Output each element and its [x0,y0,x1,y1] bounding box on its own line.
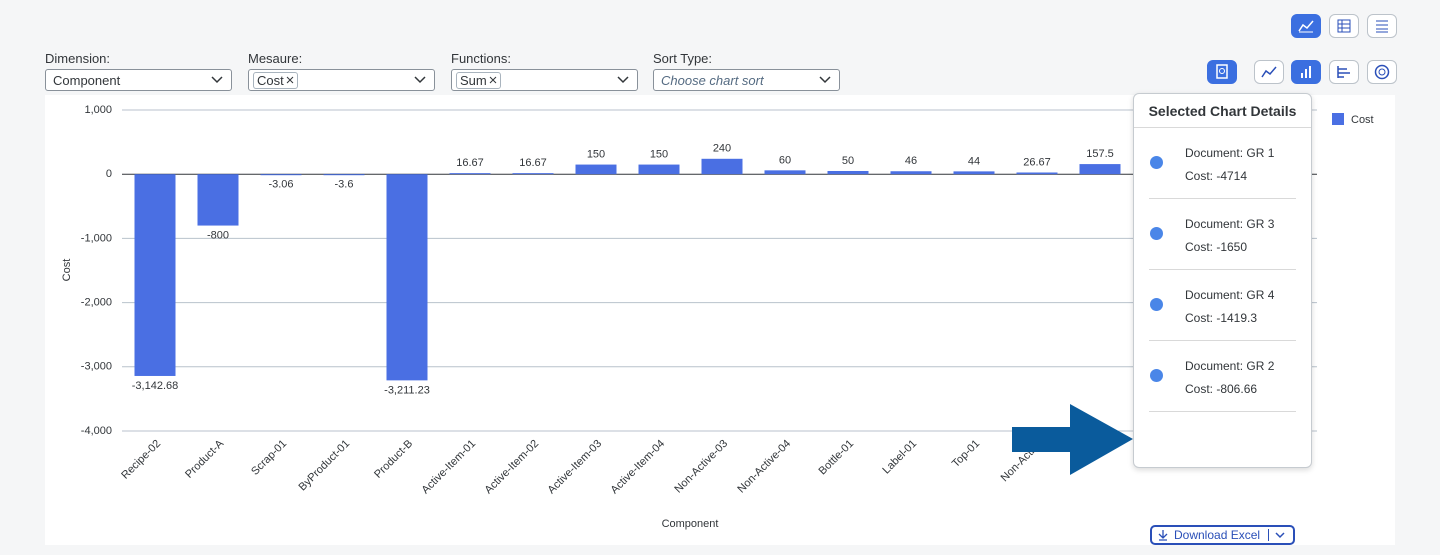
bar [701,158,743,175]
data-label: 150 [587,148,605,160]
item-cost: Cost: -4714 [1185,169,1248,183]
table-view-button[interactable] [1329,14,1359,38]
y-tick-label: 0 [106,168,112,180]
bar [638,164,680,175]
download-button[interactable]: Download Excel [1150,525,1295,545]
column-chart-button[interactable] [1291,60,1321,84]
bar [386,174,428,381]
bar [1079,164,1121,175]
filter-label: Mesaure: [248,51,303,66]
y-tick-label: -3,000 [81,361,112,373]
data-label: 26.67 [1023,156,1051,168]
detail-item[interactable]: Document: GR 3 Cost: -1650 [1149,199,1296,270]
legend-label: Cost [1351,114,1374,126]
chart-view-button[interactable] [1291,14,1321,38]
item-cost: Cost: -1419.3 [1185,311,1258,325]
annotation-arrow [1012,404,1133,475]
data-label: 16.67 [456,157,484,169]
data-label: -3,211.23 [384,384,430,396]
item-dot [1150,227,1163,240]
item-document: Document: GR 3 [1185,217,1275,231]
item-cost: Cost: -1650 [1185,240,1248,254]
x-axis-title: Component [662,518,719,530]
detail-item[interactable]: Document: GR 2 Cost: -806.66 [1149,341,1296,412]
filter-label: Dimension: [45,51,111,66]
data-label: 16.67 [519,157,547,169]
functions-select[interactable]: Sum [451,69,638,91]
data-label: 240 [713,143,731,155]
token-text: Cost [257,72,284,88]
bar [827,170,869,175]
data-label: -3.6 [335,178,354,190]
data-label: -800 [207,229,229,241]
detail-item[interactable]: Document: GR 4 Cost: -1419.3 [1149,270,1296,341]
item-document: Document: GR 4 [1185,288,1275,302]
data-label: -3.06 [268,178,293,190]
item-cost: Cost: -806.66 [1185,382,1258,396]
list-view-button[interactable] [1367,14,1397,38]
bar [323,174,365,176]
popover-title: Selected Chart Details [1134,94,1311,128]
measure-select[interactable]: Cost [248,69,435,91]
token-text: Sum [460,72,487,88]
token[interactable]: Cost [253,71,298,89]
sort-select[interactable]: Choose chart sort [653,69,840,91]
item-document: Document: GR 1 [1185,146,1275,160]
legend-swatch [1332,113,1344,125]
data-label: -3,142.68 [132,380,178,392]
y-tick-label: -2,000 [81,297,112,309]
pie-chart-button[interactable] [1367,60,1397,84]
bar [260,174,302,176]
filter-label: Sort Type: [653,51,713,66]
details-button[interactable] [1207,60,1237,84]
y-tick-label: -4,000 [81,425,112,437]
token[interactable]: Sum [456,71,501,89]
bar [1016,172,1058,175]
item-dot [1150,298,1163,311]
line-chart-button[interactable] [1254,60,1284,84]
item-document: Document: GR 2 [1185,359,1275,373]
data-label: 150 [650,148,668,160]
y-tick-label: -1,000 [81,232,112,244]
data-label: 50 [842,155,854,167]
y-tick-label: 1,000 [84,104,112,116]
bar [512,173,554,175]
data-label: 157.5 [1086,148,1114,160]
dimension-select[interactable]: Component [45,69,232,91]
download-text: Download Excel [1174,528,1261,542]
bar [890,171,932,175]
item-dot [1150,369,1163,382]
detail-item[interactable]: Document: GR 1 Cost: -4714 [1149,128,1296,199]
bar-chart-button[interactable] [1329,60,1359,84]
item-dot [1150,156,1163,169]
data-label: 60 [779,154,791,166]
y-axis-title: Cost [61,259,73,282]
bar [449,173,491,175]
bar [134,174,176,376]
details-popover: Selected Chart Details Document: GR 1 Cos… [1133,93,1312,545]
bar [953,171,995,175]
data-label: 44 [968,155,980,167]
filter-label: Functions: [451,51,511,66]
placeholder: Choose chart sort [661,72,764,88]
bar [764,170,806,175]
select-value: Component [53,72,121,88]
bar [575,164,617,175]
data-label: 46 [905,155,917,167]
bar [197,174,239,226]
